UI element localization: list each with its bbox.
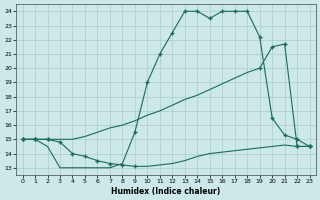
X-axis label: Humidex (Indice chaleur): Humidex (Indice chaleur) [111, 187, 221, 196]
